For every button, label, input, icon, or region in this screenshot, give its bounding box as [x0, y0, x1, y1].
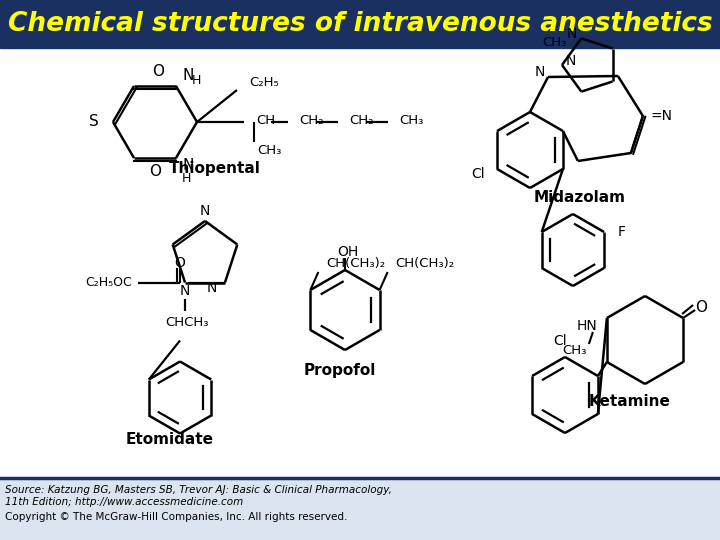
- Text: C₂H₅: C₂H₅: [249, 76, 279, 89]
- Text: Midazolam: Midazolam: [534, 191, 626, 206]
- Text: CH₃: CH₃: [542, 37, 566, 50]
- Text: N: N: [200, 204, 210, 218]
- Text: H: H: [192, 73, 202, 86]
- Text: N: N: [535, 65, 545, 79]
- Text: F: F: [618, 225, 626, 239]
- Text: =N: =N: [651, 109, 673, 123]
- Text: Cl: Cl: [472, 167, 485, 181]
- Text: OH: OH: [338, 245, 359, 259]
- Text: CH₃: CH₃: [562, 343, 587, 356]
- Text: CHCH₃: CHCH₃: [166, 316, 209, 329]
- Text: CH: CH: [256, 113, 275, 126]
- Text: CH₂: CH₂: [349, 113, 374, 126]
- Text: O: O: [695, 300, 707, 315]
- Text: 11th Edition; http://www.accessmedicine.com: 11th Edition; http://www.accessmedicine.…: [5, 497, 243, 507]
- Text: Propofol: Propofol: [304, 362, 376, 377]
- Text: O: O: [149, 165, 161, 179]
- Text: Etomidate: Etomidate: [126, 433, 214, 448]
- Text: N: N: [180, 284, 190, 298]
- Text: Cl: Cl: [553, 334, 567, 348]
- Text: CH₂: CH₂: [299, 113, 323, 126]
- Text: N: N: [182, 69, 194, 84]
- Text: N: N: [207, 280, 217, 294]
- Bar: [0, 478, 720, 540]
- Text: Ketamine: Ketamine: [589, 395, 671, 409]
- Text: O: O: [174, 255, 186, 269]
- Text: Source: Katzung BG, Masters SB, Trevor AJ: Basic & Clinical Pharmacology,: Source: Katzung BG, Masters SB, Trevor A…: [5, 485, 392, 495]
- Text: N: N: [566, 54, 577, 68]
- Text: N: N: [567, 28, 577, 42]
- Text: CH₃: CH₃: [399, 113, 423, 126]
- Text: C₂H₅OC: C₂H₅OC: [85, 276, 132, 289]
- Text: Thiopental: Thiopental: [169, 160, 261, 176]
- Text: S: S: [89, 114, 99, 130]
- Bar: [0, 0, 720, 48]
- Text: CH₃: CH₃: [257, 144, 282, 157]
- Text: Chemical structures of intravenous anesthetics: Chemical structures of intravenous anest…: [8, 11, 712, 37]
- Text: CH(CH₃)₂: CH(CH₃)₂: [326, 258, 385, 271]
- Text: CH(CH₃)₂: CH(CH₃)₂: [396, 258, 455, 271]
- Text: HN: HN: [576, 319, 597, 333]
- Text: O: O: [152, 64, 164, 79]
- Text: Copyright © The McGraw-Hill Companies, Inc. All rights reserved.: Copyright © The McGraw-Hill Companies, I…: [5, 512, 347, 522]
- Text: N: N: [182, 159, 194, 173]
- Text: H: H: [182, 172, 192, 185]
